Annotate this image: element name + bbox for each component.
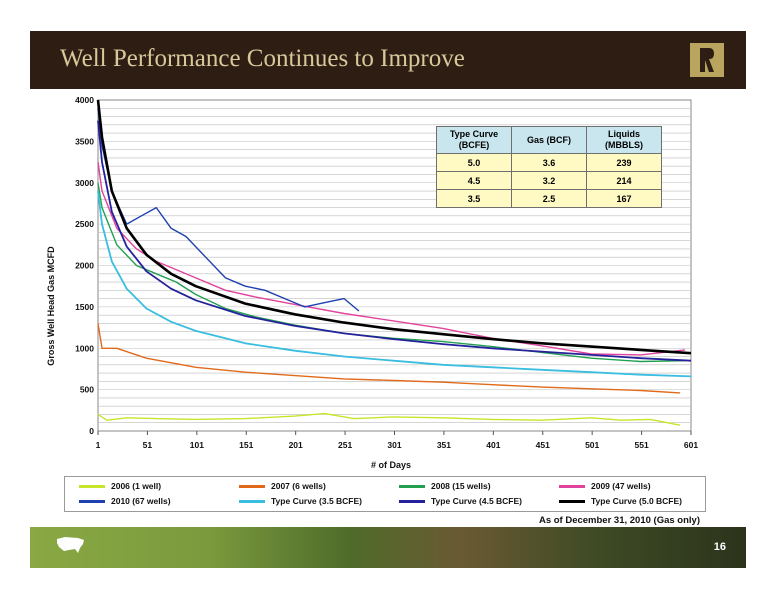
x-tick-label: 401 (486, 440, 500, 450)
y-tick-label: 3500 (75, 136, 94, 146)
legend-label: Type Curve (3.5 BCFE) (271, 496, 363, 506)
legend-item: 2010 (67 wells) (79, 496, 171, 506)
x-tick-label: 1 (96, 440, 101, 450)
table-row: 5.0 3.6 239 (436, 153, 662, 172)
table-row: 4.5 3.2 214 (436, 171, 662, 190)
legend-swatch (239, 500, 265, 504)
legend-swatch (399, 485, 425, 489)
series-line-2006-1-well (97, 412, 681, 426)
page-number: 16 (713, 541, 726, 553)
y-tick-label: 2000 (75, 261, 94, 271)
legend-label: Type Curve (4.5 BCFE) (431, 496, 523, 506)
legend-swatch (79, 485, 105, 489)
series-line-type-curve-4-5-bcfe (97, 120, 692, 362)
legend-swatch (79, 500, 105, 504)
type-curve-table: Type Curve (BCFE) Gas (BCF) Liquids (MBB… (436, 126, 662, 208)
x-tick-label: 601 (684, 440, 698, 450)
y-tick-label: 500 (80, 385, 94, 395)
x-tick-label: 101 (190, 440, 204, 450)
footer-band: 16 (30, 527, 746, 568)
table-cell: 167 (586, 189, 662, 208)
table-header-cell: Gas (BCF) (511, 126, 587, 154)
company-logo (690, 43, 724, 77)
x-tick-label: 351 (437, 440, 451, 450)
series-line-type-curve-3-5-bcfe (97, 190, 692, 378)
x-tick-label: 51 (143, 440, 153, 450)
series-line-2007-6-wells (97, 323, 681, 394)
legend-label: 2010 (67 wells) (111, 496, 171, 506)
x-tick-label: 151 (239, 440, 253, 450)
table-cell: 3.5 (436, 189, 512, 208)
table-header-cell: Liquids (MBBLS) (586, 126, 662, 154)
legend-item: 2009 (47 wells) (559, 481, 651, 491)
legend-item: Type Curve (5.0 BCFE) (559, 496, 682, 506)
logo-mark-icon (700, 48, 714, 72)
table-cell: 214 (586, 171, 662, 190)
x-tick-label: 501 (585, 440, 599, 450)
legend-label: 2006 (1 well) (111, 481, 162, 491)
legend-item: 2007 (6 wells) (239, 481, 326, 491)
table-row: 3.5 2.5 167 (436, 189, 662, 208)
legend-item: 2008 (15 wells) (399, 481, 491, 491)
series-line-type-curve-5-0-bcfe (96, 99, 692, 355)
legend-item: Type Curve (4.5 BCFE) (399, 496, 522, 506)
x-tick-label: 251 (338, 440, 352, 450)
legend-label: Type Curve (5.0 BCFE) (591, 496, 683, 506)
us-map-icon (57, 537, 84, 553)
table-header-cell: Type Curve (BCFE) (436, 126, 512, 154)
slide-title: Well Performance Continues to Improve (60, 45, 465, 72)
y-tick-label: 1500 (75, 302, 94, 312)
legend-swatch (559, 485, 585, 489)
table-cell: 4.5 (436, 171, 512, 190)
y-tick-label: 3000 (75, 178, 94, 188)
legend-item: Type Curve (3.5 BCFE) (239, 496, 362, 506)
x-tick-label: 451 (536, 440, 550, 450)
legend-swatch (399, 500, 425, 504)
y-tick-label: 0 (89, 426, 94, 436)
table-cell: 3.6 (511, 153, 587, 172)
table-cell: 3.2 (511, 171, 587, 190)
table-cell: 239 (586, 153, 662, 172)
y-axis-label: Gross Well Head Gas MCFD (46, 246, 56, 366)
x-tick-label: 551 (634, 440, 648, 450)
table-header-row: Type Curve (BCFE) Gas (BCF) Liquids (MBB… (436, 126, 662, 154)
footnote: As of December 31, 2010 (Gas only) (538, 515, 700, 526)
legend-item: 2006 (1 well) (79, 481, 161, 491)
y-tick-label: 2500 (75, 219, 94, 229)
series-line-2008-15-wells (97, 182, 686, 363)
legend-swatch (239, 485, 265, 489)
y-tick-label: 4000 (75, 95, 94, 105)
x-tick-label: 301 (387, 440, 401, 450)
x-tick-label: 201 (289, 440, 303, 450)
slide-header: Well Performance Continues to Improve (30, 31, 746, 89)
y-tick-label: 1000 (75, 343, 94, 353)
legend-label: 2007 (6 wells) (271, 481, 326, 491)
series-line-2009-47-wells (97, 162, 686, 356)
x-axis-label: # of Days (371, 460, 411, 470)
legend-swatch (559, 500, 585, 504)
legend-label: 2009 (47 wells) (591, 481, 651, 491)
series-layer (96, 99, 692, 426)
table-cell: 2.5 (511, 189, 587, 208)
table-cell: 5.0 (436, 153, 512, 172)
chart-legend: 2006 (1 well) 2007 (6 wells) 2008 (15 we… (64, 476, 706, 512)
legend-label: 2008 (15 wells) (431, 481, 491, 491)
